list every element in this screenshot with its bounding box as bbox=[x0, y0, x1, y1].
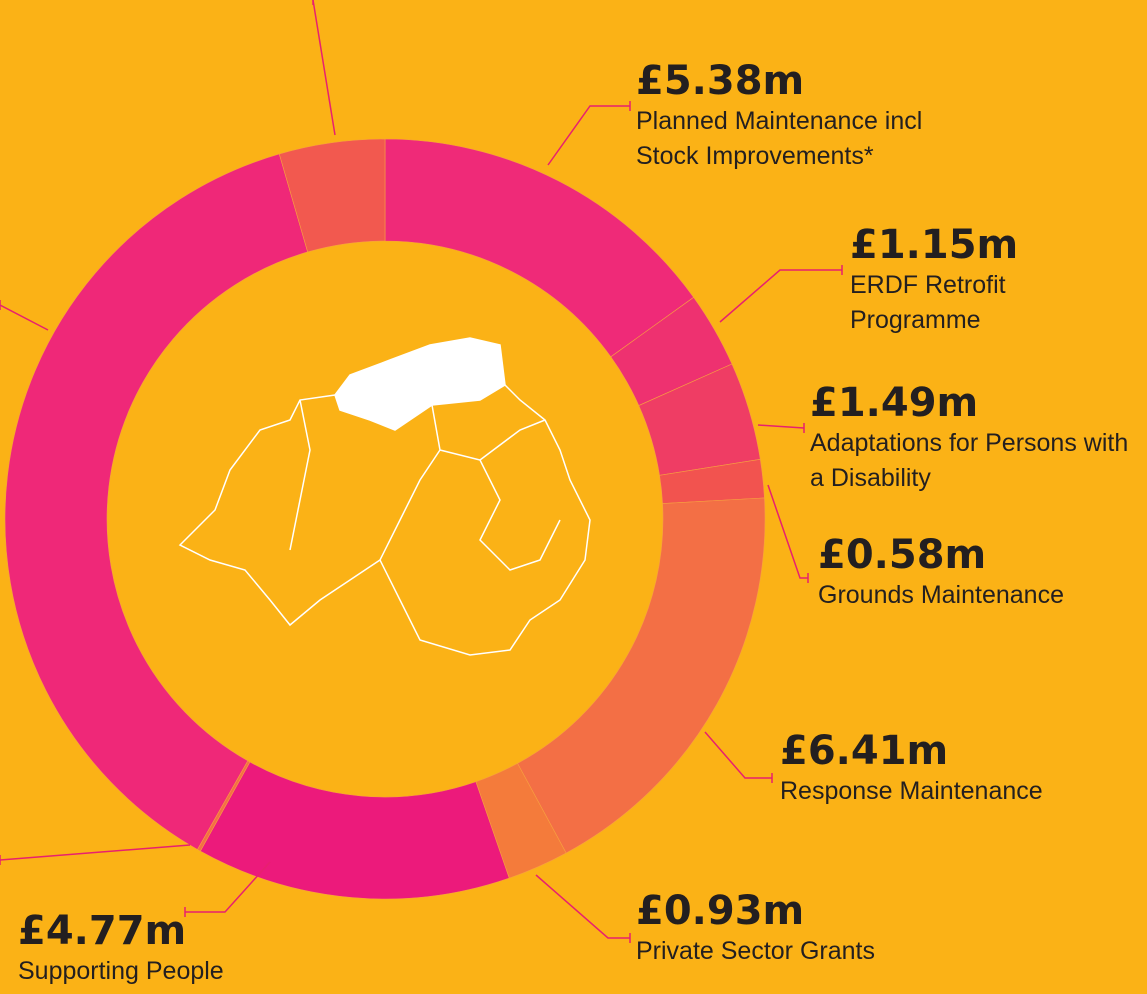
segment-label: £4.77m Supporting People bbox=[18, 908, 338, 989]
leader-line bbox=[312, 0, 336, 136]
map bbox=[178, 337, 591, 656]
value-label: £1.15m bbox=[850, 222, 1019, 268]
segment-name: Adaptations for Persons with a Disabilit… bbox=[810, 429, 1129, 492]
segment-name: Private Sector Grants bbox=[636, 937, 875, 965]
value-label: £0.58m bbox=[818, 532, 987, 578]
donut-segment bbox=[199, 761, 510, 900]
leader-line bbox=[719, 269, 842, 323]
segment-label: £6.41m Response Maintenance bbox=[780, 728, 1100, 809]
segment-label: £0.93m Private Sector Grants bbox=[636, 888, 956, 969]
value-label: £1.49m bbox=[810, 380, 979, 426]
segment-label: £1.49m Adaptations for Persons with a Dis… bbox=[810, 380, 1140, 496]
value-label: £6.41m bbox=[780, 728, 949, 774]
donut-segment bbox=[278, 138, 386, 253]
leader-line bbox=[767, 484, 808, 579]
segment-label: £5.38m Planned Maintenance incl Stock Imp… bbox=[636, 58, 956, 174]
leader-line bbox=[757, 424, 805, 429]
segment-name: ERDF Retrofit Programme bbox=[850, 271, 1006, 334]
leader-line bbox=[535, 874, 630, 939]
segment-name: Grounds Maintenance bbox=[818, 581, 1064, 609]
leader-line bbox=[0, 844, 191, 861]
value-label: £0.93m bbox=[636, 888, 805, 934]
leader-line bbox=[0, 304, 49, 331]
leader-line bbox=[704, 731, 772, 779]
value-label: £4.77m bbox=[18, 908, 187, 954]
leader-line bbox=[547, 105, 630, 166]
donut-segment bbox=[517, 497, 766, 854]
segment-name: Supporting People bbox=[18, 957, 224, 985]
segment-label: £0.58m Grounds Maintenance bbox=[818, 532, 1138, 613]
leader-line bbox=[185, 861, 271, 913]
segment-label: £1.15m ERDF Retrofit Programme bbox=[850, 222, 1050, 338]
segment-name: Planned Maintenance incl Stock Improveme… bbox=[636, 107, 923, 170]
donut-segment bbox=[4, 153, 309, 850]
value-label: £5.38m bbox=[636, 58, 805, 104]
segment-name: Response Maintenance bbox=[780, 777, 1043, 805]
donut-segment bbox=[384, 138, 695, 358]
